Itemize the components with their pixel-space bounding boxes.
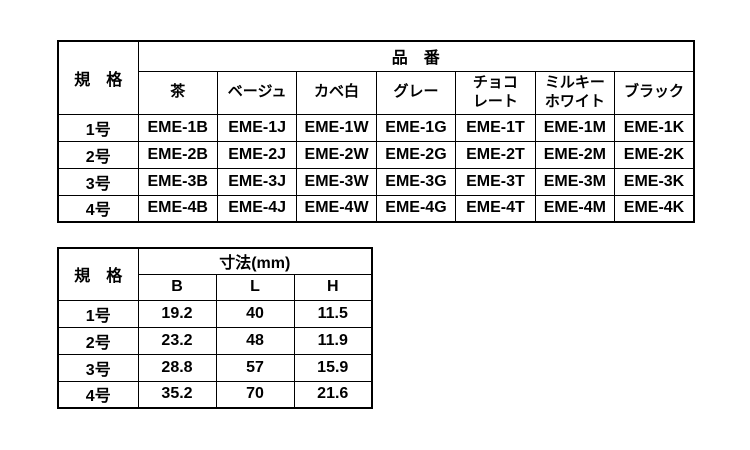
dimension-group-header: 寸法(mm) [137,247,373,275]
product-code-cell: EME-2G [375,140,457,169]
dimension-table-row-1: 1号 19.2 40 11.5 [57,299,373,328]
dimension-value-cell: 19.2 [137,299,217,328]
product-code-cell: EME-3J [216,167,298,196]
dimension-value-cell: 40 [215,299,295,328]
product-table-color-header-row: 茶 ベージュ カベ白 グレー チョコ レート ミルキー ホワイト ブラック [58,70,695,115]
product-code-cell: EME-4J [216,194,298,223]
spec-label: 3号 [57,167,139,196]
product-code-cell: EME-1J [216,113,298,142]
product-code-cell: EME-1B [137,113,218,142]
dimension-value-cell: 11.9 [293,326,373,355]
product-code-cell: EME-2M [534,140,616,169]
spec-label: 4号 [57,194,139,223]
product-code-cell: EME-2J [216,140,298,169]
product-code-cell: EME-2T [455,140,536,169]
spec-header-cell: 規 格 [57,40,139,115]
product-code-cell: EME-3M [534,167,616,196]
spec-label: 1号 [57,113,139,142]
product-code-cell: EME-2B [137,140,218,169]
dimension-value-cell: 70 [215,380,295,409]
column-header-h: H [293,273,373,301]
column-header-brown: 茶 [137,70,218,115]
dimension-table-group-row: 規 格 寸法(mm) [57,247,373,301]
dimension-value-cell: 28.8 [137,353,217,382]
product-table-row-2: 2号 EME-2B EME-2J EME-2W EME-2G EME-2T EM… [57,140,695,169]
product-table-row-4: 4号 EME-4B EME-4J EME-4W EME-4G EME-4T EM… [57,194,695,223]
product-code-cell: EME-2W [296,140,377,169]
product-code-cell: EME-1K [614,113,695,142]
dimension-value-cell: 57 [215,353,295,382]
dimension-value-cell: 21.6 [293,380,373,409]
dimension-table-row-4: 4号 35.2 70 21.6 [57,380,373,409]
product-code-cell: EME-2K [614,140,695,169]
product-number-group-header: 品 番 [137,40,695,72]
product-table-row-1: 1号 EME-1B EME-1J EME-1W EME-1G EME-1T EM… [57,113,695,142]
column-header-l: L [215,273,295,301]
dimension-table-row-2: 2号 23.2 48 11.9 [57,326,373,355]
product-code-cell: EME-3B [137,167,218,196]
spec-label: 4号 [57,380,139,409]
spec-header-cell: 規 格 [57,247,139,301]
dimension-value-cell: 35.2 [137,380,217,409]
spec-label: 2号 [57,326,139,355]
product-code-cell: EME-3T [455,167,536,196]
product-code-cell: EME-3K [614,167,695,196]
dimension-value-cell: 48 [215,326,295,355]
column-header-black: ブラック [614,70,695,115]
product-code-cell: EME-3W [296,167,377,196]
product-code-cell: EME-1M [534,113,616,142]
product-code-cell: EME-4W [296,194,377,223]
product-code-cell: EME-4T [455,194,536,223]
dimension-table-row-3: 3号 28.8 57 15.9 [57,353,373,382]
product-code-cell: EME-1G [375,113,457,142]
product-table-row-3: 3号 EME-3B EME-3J EME-3W EME-3G EME-3T EM… [57,167,695,196]
dimension-value-cell: 11.5 [293,299,373,328]
spec-label: 2号 [57,140,139,169]
product-code-cell: EME-1W [296,113,377,142]
dimension-value-cell: 23.2 [137,326,217,355]
column-header-chocolate: チョコ レート [455,70,536,115]
product-code-cell: EME-3G [375,167,457,196]
column-header-b: B [137,273,217,301]
dimension-table: 規 格 寸法(mm) B L H 1号 19.2 40 11.5 2号 23.2… [57,247,373,409]
dimension-value-cell: 15.9 [293,353,373,382]
column-header-beige: ベージュ [216,70,298,115]
spec-label: 1号 [57,299,139,328]
product-code-cell: EME-4K [614,194,695,223]
column-header-gray: グレー [375,70,457,115]
product-number-table: 規 格 品 番 茶 ベージュ カベ白 グレー チョコ レート ミルキー ホワイト… [57,40,695,223]
spec-label: 3号 [57,353,139,382]
column-header-milky-white: ミルキー ホワイト [534,70,616,115]
product-code-cell: EME-4B [137,194,218,223]
column-header-wall-white: カベ白 [296,70,377,115]
product-code-cell: EME-4G [375,194,457,223]
product-code-cell: EME-1T [455,113,536,142]
product-table-group-row: 規 格 品 番 [57,40,695,115]
product-code-cell: EME-4M [534,194,616,223]
